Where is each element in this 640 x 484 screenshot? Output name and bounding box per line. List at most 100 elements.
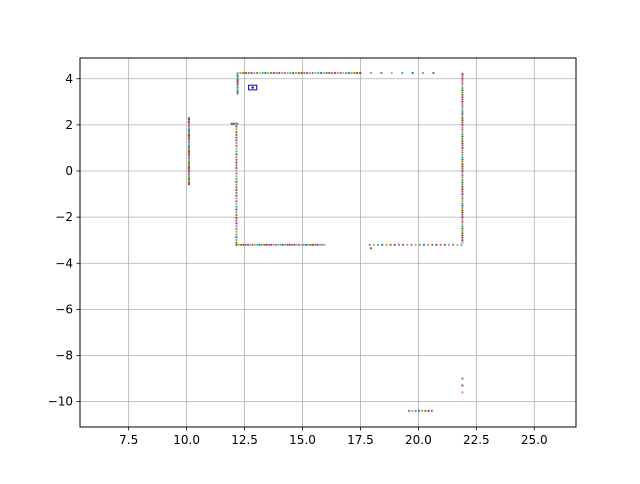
data-point — [283, 71, 286, 75]
data-point — [461, 183, 464, 186]
data-point — [292, 71, 295, 75]
data-point — [235, 177, 238, 181]
data-point — [270, 243, 273, 246]
data-point — [263, 243, 266, 246]
data-point — [422, 243, 426, 246]
data-point — [187, 158, 191, 162]
data-point — [235, 147, 238, 150]
y-tick-label: 0 — [65, 164, 73, 178]
data-point — [236, 79, 239, 83]
data-point — [187, 152, 191, 155]
data-point — [344, 71, 348, 75]
data-point — [242, 243, 245, 246]
data-point — [255, 71, 259, 75]
data-point — [235, 158, 238, 161]
data-point — [235, 219, 238, 222]
data-point — [235, 227, 238, 230]
data-point — [260, 243, 264, 246]
data-point — [235, 130, 238, 134]
data-point — [461, 158, 464, 161]
data-point — [461, 112, 464, 115]
data-point — [359, 71, 362, 75]
data-point — [461, 144, 464, 147]
data-point — [461, 103, 464, 106]
data-point — [376, 243, 380, 246]
data-point — [253, 71, 256, 75]
data-point — [408, 409, 411, 412]
data-point — [235, 153, 238, 156]
data-point — [461, 156, 464, 159]
data-point — [411, 409, 414, 412]
data-point — [461, 391, 464, 394]
x-tick-label: 15.0 — [289, 433, 316, 447]
data-point — [461, 195, 464, 198]
data-point — [187, 116, 191, 120]
data-point — [235, 241, 238, 244]
data-point — [461, 84, 464, 87]
data-point — [461, 236, 464, 239]
data-point — [236, 83, 239, 86]
data-point — [187, 121, 191, 124]
x-tick-label: 22.5 — [463, 433, 490, 447]
data-point — [284, 243, 287, 246]
y-axis-ticks: 4 2 0 −2 −4 −6 −8 −10 — [48, 72, 80, 409]
data-point — [235, 208, 238, 211]
data-point — [187, 145, 191, 149]
data-point — [187, 124, 191, 128]
data-point — [307, 243, 310, 246]
data-point — [244, 243, 247, 246]
data-point — [461, 98, 464, 101]
data-point — [323, 243, 326, 246]
data-point — [253, 243, 257, 246]
data-point — [242, 71, 245, 75]
data-point — [187, 128, 191, 131]
data-point — [411, 71, 414, 75]
data-point — [461, 93, 464, 96]
data-point — [380, 71, 383, 75]
data-point — [289, 71, 292, 75]
data-point — [187, 171, 191, 174]
data-point — [265, 243, 268, 246]
data-point — [187, 126, 191, 129]
data-point — [461, 377, 464, 380]
data-point — [461, 153, 464, 156]
data-point — [460, 243, 463, 246]
data-point — [187, 163, 191, 166]
data-point — [235, 186, 238, 189]
data-point — [461, 77, 464, 80]
data-point — [410, 243, 413, 246]
data-point — [302, 243, 305, 246]
data-point — [235, 175, 238, 178]
data-point — [461, 73, 464, 76]
data-point — [333, 71, 337, 75]
data-point — [372, 243, 375, 246]
data-point — [278, 71, 281, 75]
data-point — [236, 73, 239, 76]
data-point — [461, 86, 464, 90]
plot-area — [80, 58, 576, 427]
data-point — [293, 243, 296, 246]
data-point — [461, 241, 464, 244]
data-point — [239, 71, 242, 75]
data-point — [187, 139, 191, 142]
data-point — [236, 89, 239, 92]
data-point — [397, 243, 401, 246]
data-point — [235, 139, 238, 142]
data-point — [322, 71, 325, 75]
data-point — [235, 133, 238, 136]
data-point — [461, 229, 464, 233]
data-point — [279, 243, 282, 246]
data-point — [294, 71, 298, 75]
x-tick-label: 10.0 — [173, 433, 200, 447]
y-tick-label: −10 — [48, 395, 73, 409]
data-point — [461, 114, 464, 117]
data-point — [443, 243, 446, 246]
data-point — [314, 71, 317, 75]
data-point — [187, 149, 191, 152]
data-point — [281, 243, 284, 246]
data-point — [461, 176, 464, 180]
data-point — [317, 71, 320, 75]
data-point — [461, 179, 464, 182]
data-point — [269, 71, 273, 75]
